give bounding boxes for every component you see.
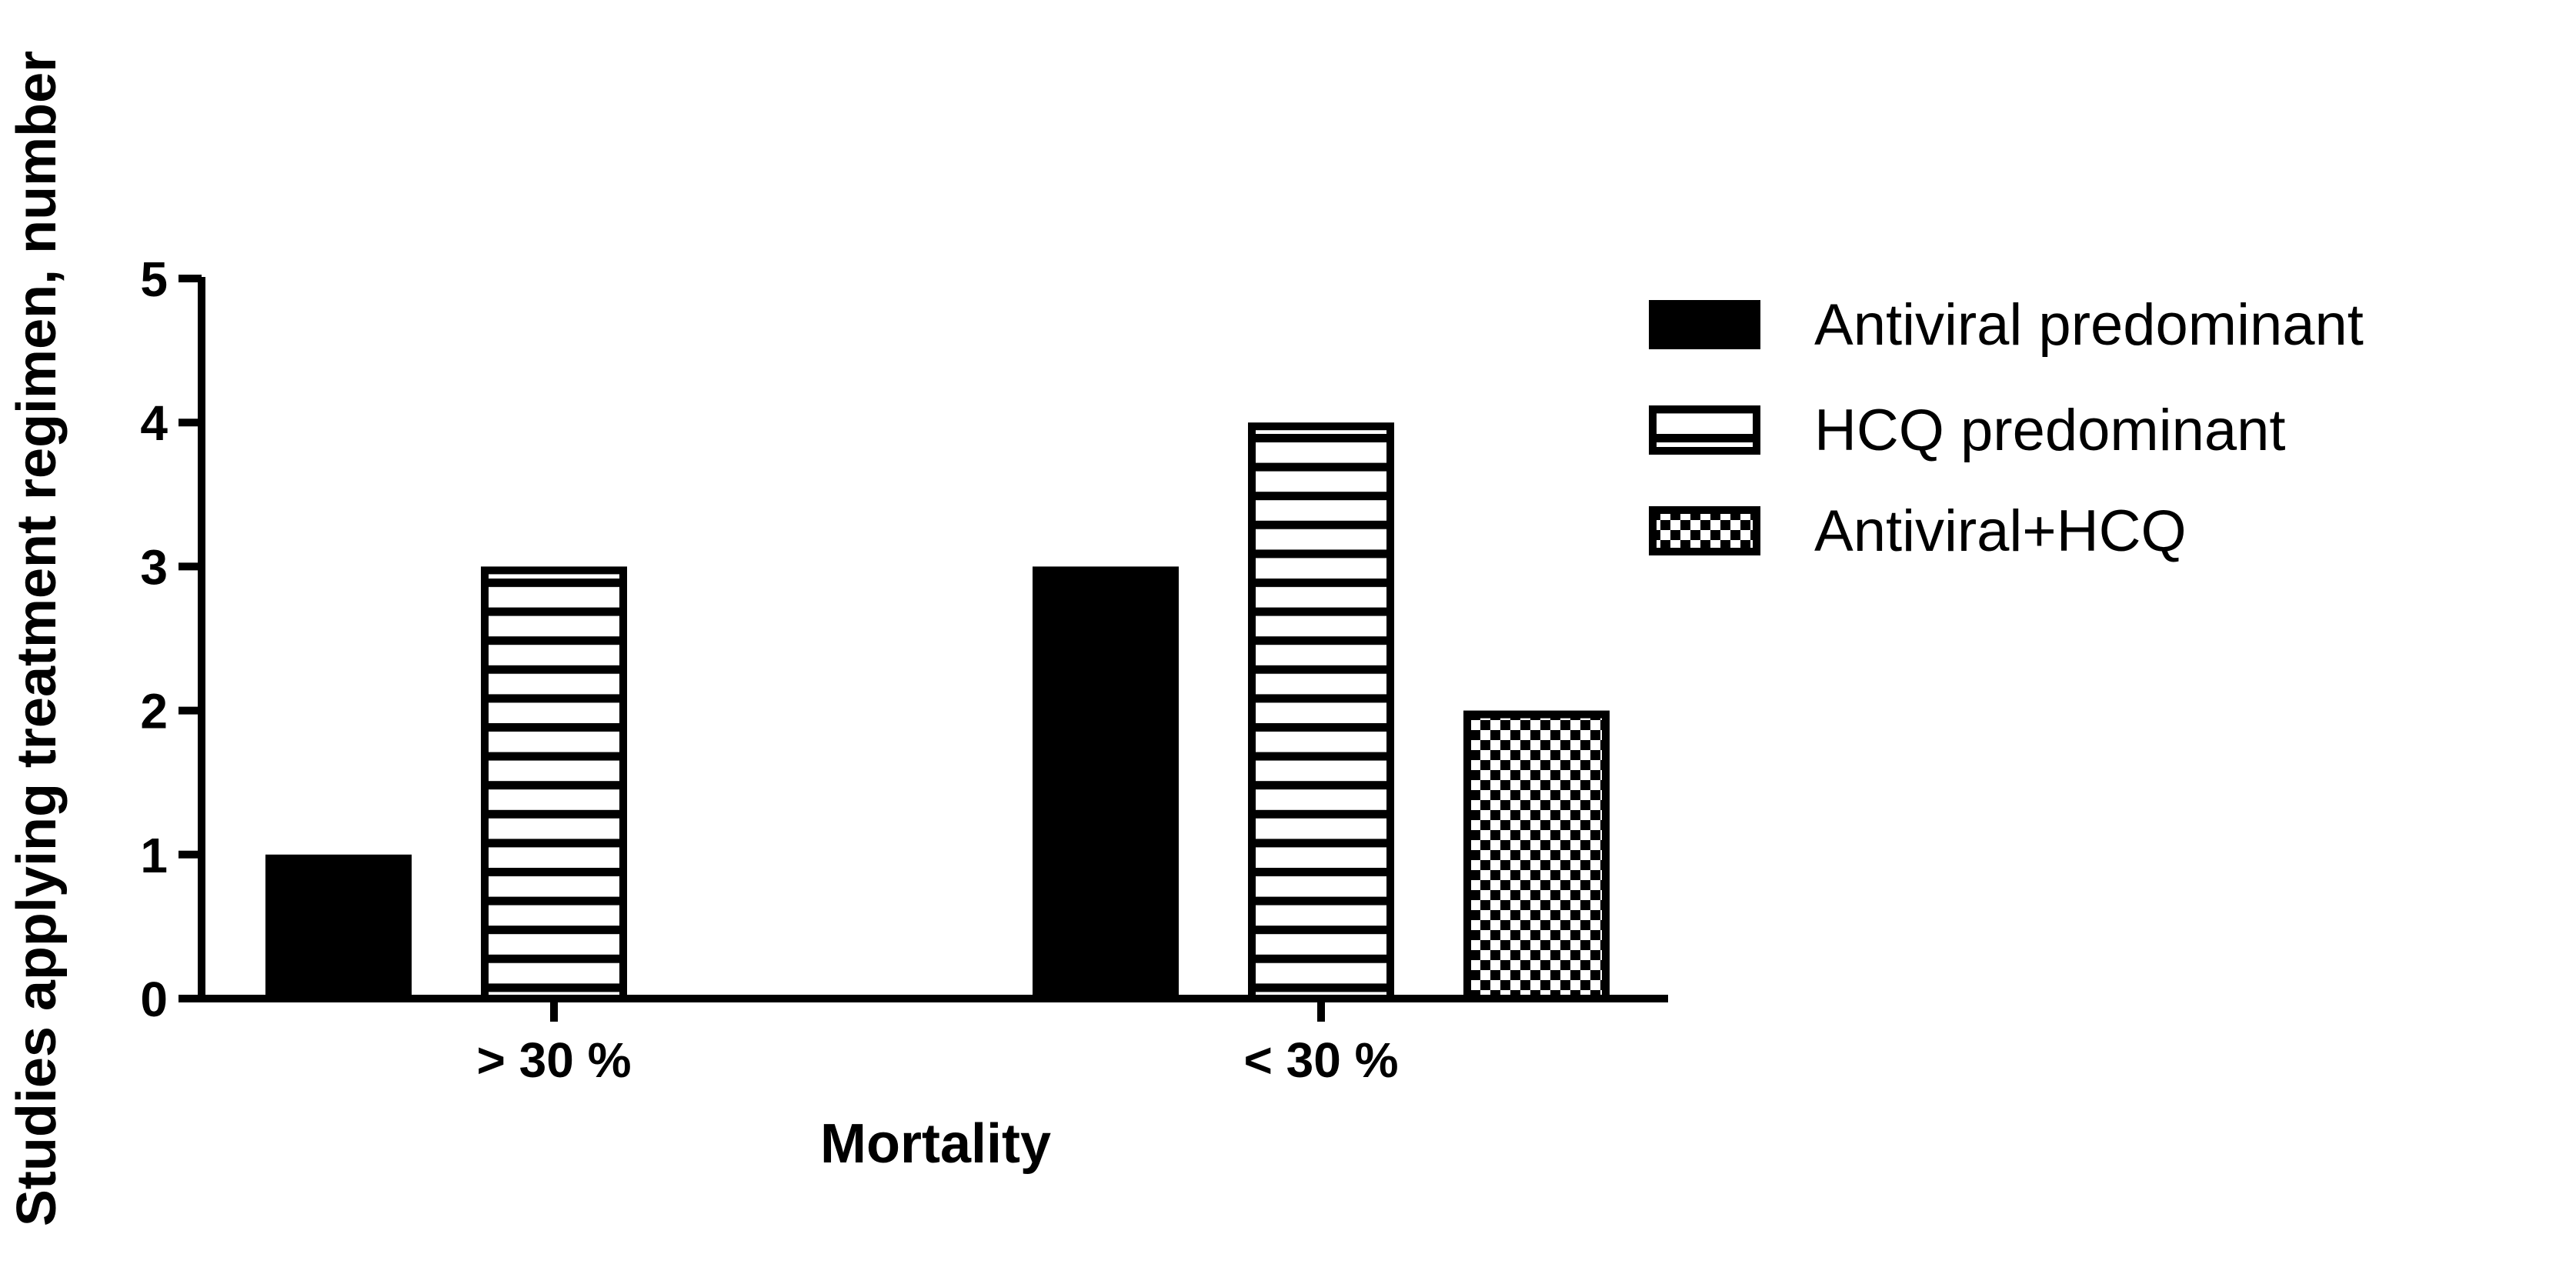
legend-label: HCQ predominant [1814, 398, 2286, 463]
x-tick-label: > 30 % [476, 1032, 631, 1088]
legend-label: Antiviral+HCQ [1814, 499, 2187, 564]
legend-swatch [1649, 300, 1760, 349]
y-tick-label: 3 [140, 539, 168, 595]
y-tick-label: 4 [140, 395, 168, 451]
bar [1033, 566, 1179, 1002]
x-tick-label: < 30 % [1243, 1032, 1398, 1088]
legend-swatch [1649, 506, 1760, 555]
bar [1463, 710, 1610, 1002]
y-tick-label: 1 [140, 828, 168, 883]
y-tick-label: 2 [140, 684, 168, 739]
legend-label: Antiviral predominant [1814, 292, 2364, 358]
x-axis: > 30 % < 30 % [198, 995, 1668, 1088]
y-tick-label: 0 [140, 972, 168, 1027]
x-axis-title: Mortality [820, 1113, 1051, 1175]
y-tick-label: 5 [140, 252, 168, 307]
bars [265, 422, 1610, 1003]
bar [481, 566, 627, 1002]
bar [1248, 422, 1394, 1002]
y-axis-title: Studies applying treatment regimen, numb… [6, 51, 68, 1226]
legend: Antiviral predominant HCQ predominant Anti… [1649, 292, 2364, 564]
bar [265, 854, 412, 1003]
y-axis: 0 1 2 3 4 5 [140, 252, 205, 1027]
legend-swatch [1649, 405, 1760, 455]
